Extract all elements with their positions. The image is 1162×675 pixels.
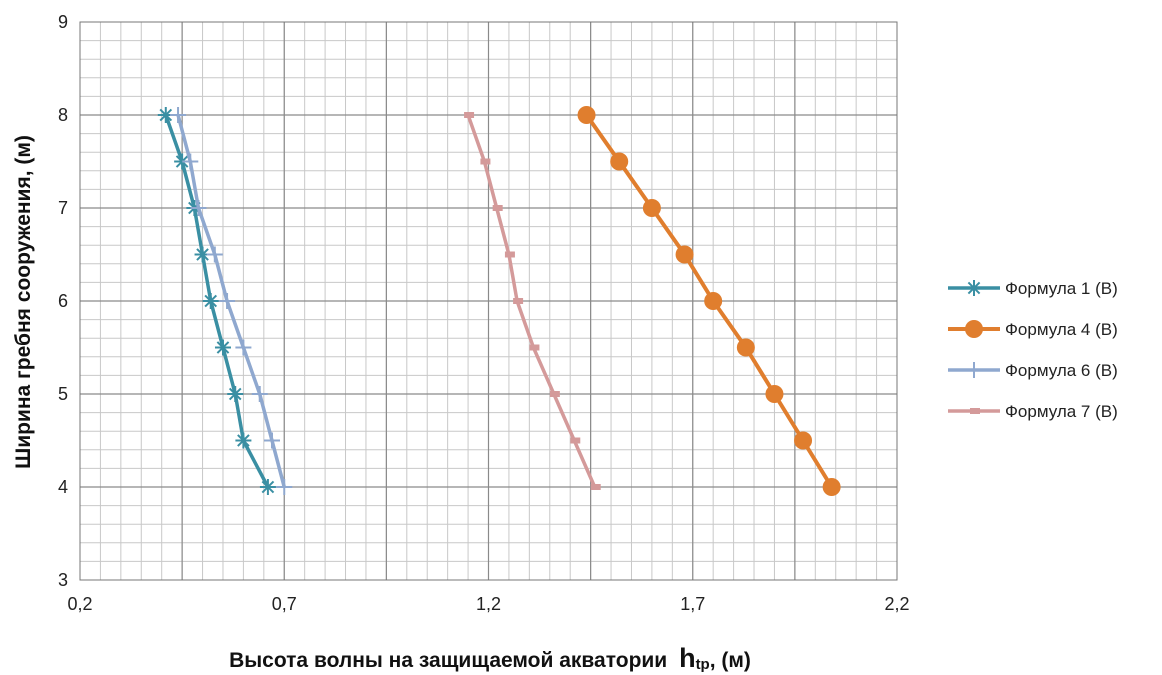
legend-item: Формула 4 (В) <box>948 320 1118 339</box>
data-point <box>276 479 293 495</box>
data-point <box>765 385 784 403</box>
data-point <box>675 245 694 264</box>
data-point <box>610 152 629 171</box>
data-point <box>577 106 596 124</box>
data-point <box>822 478 841 496</box>
x-axis-title: Высота волны на защищаемой акватории htp… <box>229 643 751 673</box>
data-point <box>513 298 524 304</box>
x-axis-title-symbol: h <box>679 643 696 673</box>
data-point <box>549 391 560 397</box>
y-tick-label: 7 <box>58 198 68 218</box>
data-point <box>235 339 252 356</box>
data-point <box>235 432 252 449</box>
data-point <box>219 293 236 309</box>
x-tick-label: 2,2 <box>884 594 909 614</box>
y-tick-label: 4 <box>58 477 68 497</box>
data-point <box>492 205 503 211</box>
legend-swatch-marker <box>966 280 982 296</box>
y-tick-label: 5 <box>58 384 68 404</box>
legend-label: Формула 1 (В) <box>1005 279 1118 298</box>
data-point <box>251 386 268 402</box>
series-2 <box>577 106 841 496</box>
data-point <box>480 158 491 165</box>
legend-label: Формула 6 (В) <box>1005 361 1118 380</box>
legend-item: Формула 7 (В) <box>948 402 1118 421</box>
x-axis-title-text: Высота волны на защищаемой акватории <box>229 649 667 672</box>
data-point <box>170 107 187 123</box>
legend: Формула 1 (В) Формула 4 (В) Формула 6 (В) Ф… <box>948 279 1118 421</box>
data-point <box>259 479 276 495</box>
legend-swatch-marker <box>966 362 982 378</box>
data-point <box>227 386 244 402</box>
series-layer <box>157 106 841 496</box>
x-axis-ticks: 0,2 0,7 1,2 1,7 2,2 <box>67 594 909 614</box>
legend-label: Формула 7 (В) <box>1005 402 1118 421</box>
x-axis-title-subscript: tp <box>696 656 710 673</box>
data-point <box>736 338 755 357</box>
data-point <box>704 292 723 310</box>
x-tick-label: 0,2 <box>67 594 92 614</box>
data-point <box>570 437 581 444</box>
plot-area-border <box>79 21 898 581</box>
legend-swatch-marker <box>965 320 983 338</box>
data-point <box>642 199 661 217</box>
y-tick-label: 8 <box>58 105 68 125</box>
data-point <box>182 153 199 170</box>
series-3 <box>170 107 293 495</box>
y-axis-ticks: 3 4 5 6 7 8 9 <box>58 12 68 590</box>
x-axis-title-unit: , (м) <box>710 649 751 672</box>
legend-item: Формула 1 (В) <box>948 279 1118 298</box>
data-point <box>206 246 223 263</box>
data-point <box>529 344 540 351</box>
data-point <box>590 484 601 490</box>
x-tick-label: 0,7 <box>272 594 297 614</box>
x-tick-label: 1,2 <box>476 594 501 614</box>
data-point <box>190 200 207 216</box>
data-point <box>504 251 515 258</box>
y-tick-label: 6 <box>58 291 68 311</box>
y-tick-label: 3 <box>58 570 68 590</box>
y-tick-label: 9 <box>58 12 68 32</box>
data-point <box>214 339 231 356</box>
legend-swatch-marker <box>970 408 980 414</box>
series-4 <box>464 112 601 490</box>
data-point <box>464 112 475 118</box>
y-axis-title: Ширина гребня сооружения, (м) <box>12 135 35 469</box>
x-tick-label: 1,7 <box>680 594 705 614</box>
legend-label: Формула 4 (В) <box>1005 320 1118 339</box>
legend-item: Формула 6 (В) <box>948 361 1118 380</box>
data-point <box>263 432 280 449</box>
data-point <box>202 293 219 309</box>
data-point <box>794 431 813 450</box>
